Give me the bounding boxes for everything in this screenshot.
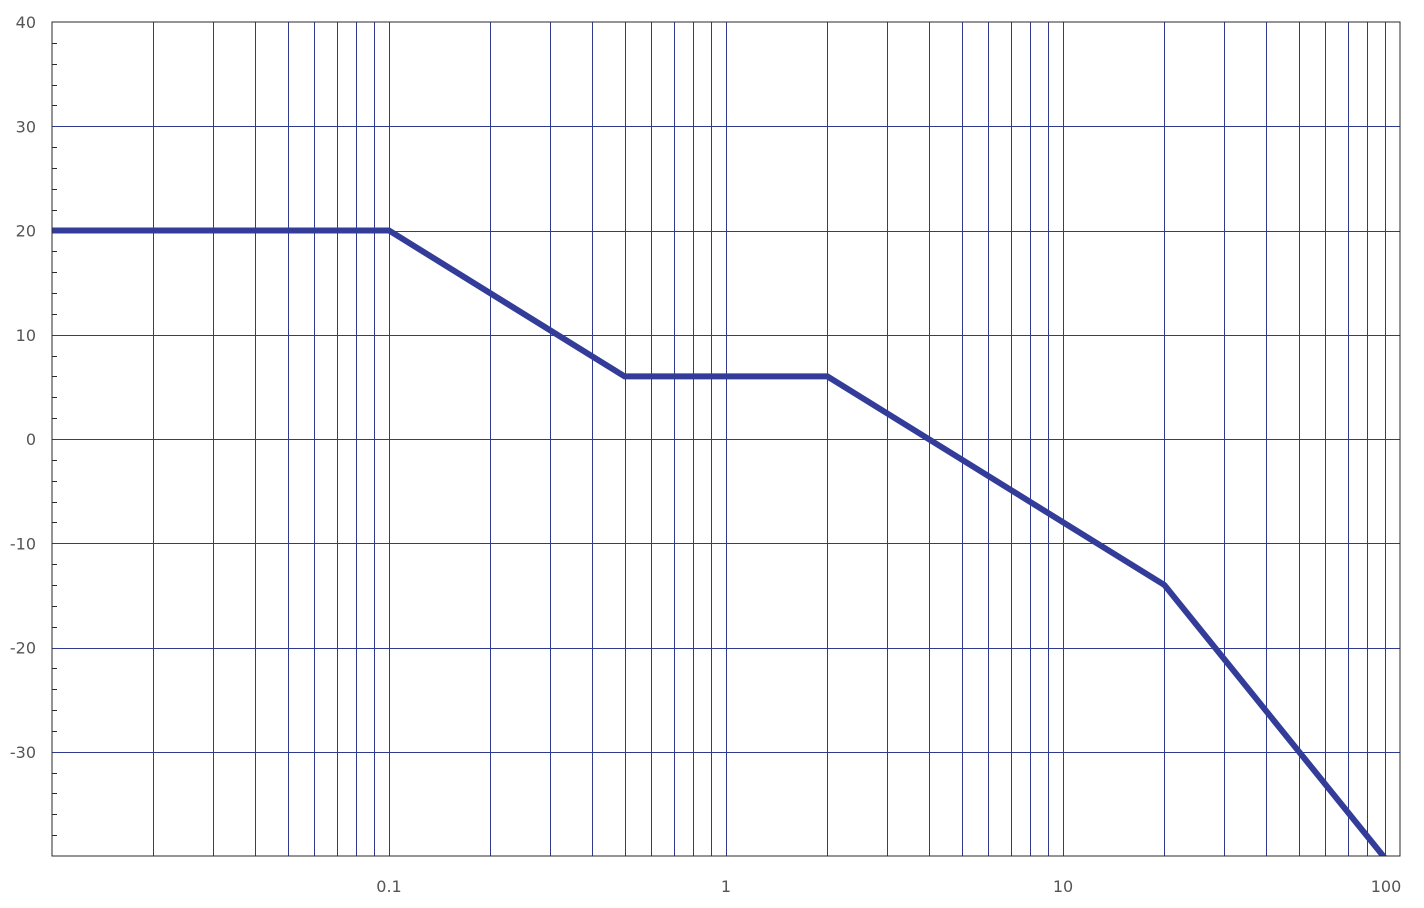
y-tick-label: -20 [10, 639, 36, 658]
y-axis-tick-labels: 40 30 20 10 0 -10 -20 -30 [10, 13, 36, 762]
y-axis-minor-ticks [52, 43, 57, 836]
x-tick-label: 100 [1371, 877, 1402, 896]
plot-frame [51, 21, 1401, 857]
y-tick-label: -30 [10, 743, 36, 762]
y-tick-label: 0 [26, 430, 36, 449]
y-tick-label: 30 [16, 117, 36, 136]
y-tick-label: -10 [10, 534, 36, 553]
x-axis-tick-labels: 0.1 1 10 100 [376, 877, 1401, 896]
y-tick-label: 40 [16, 13, 36, 32]
y-tick-label: 10 [16, 326, 36, 345]
x-tick-label: 10 [1053, 877, 1073, 896]
y-tick-label: 20 [16, 222, 36, 241]
series-line [52, 227, 1388, 856]
plot-area [52, 227, 1388, 856]
x-tick-label: 0.1 [376, 877, 401, 896]
x-tick-label: 1 [721, 877, 731, 896]
